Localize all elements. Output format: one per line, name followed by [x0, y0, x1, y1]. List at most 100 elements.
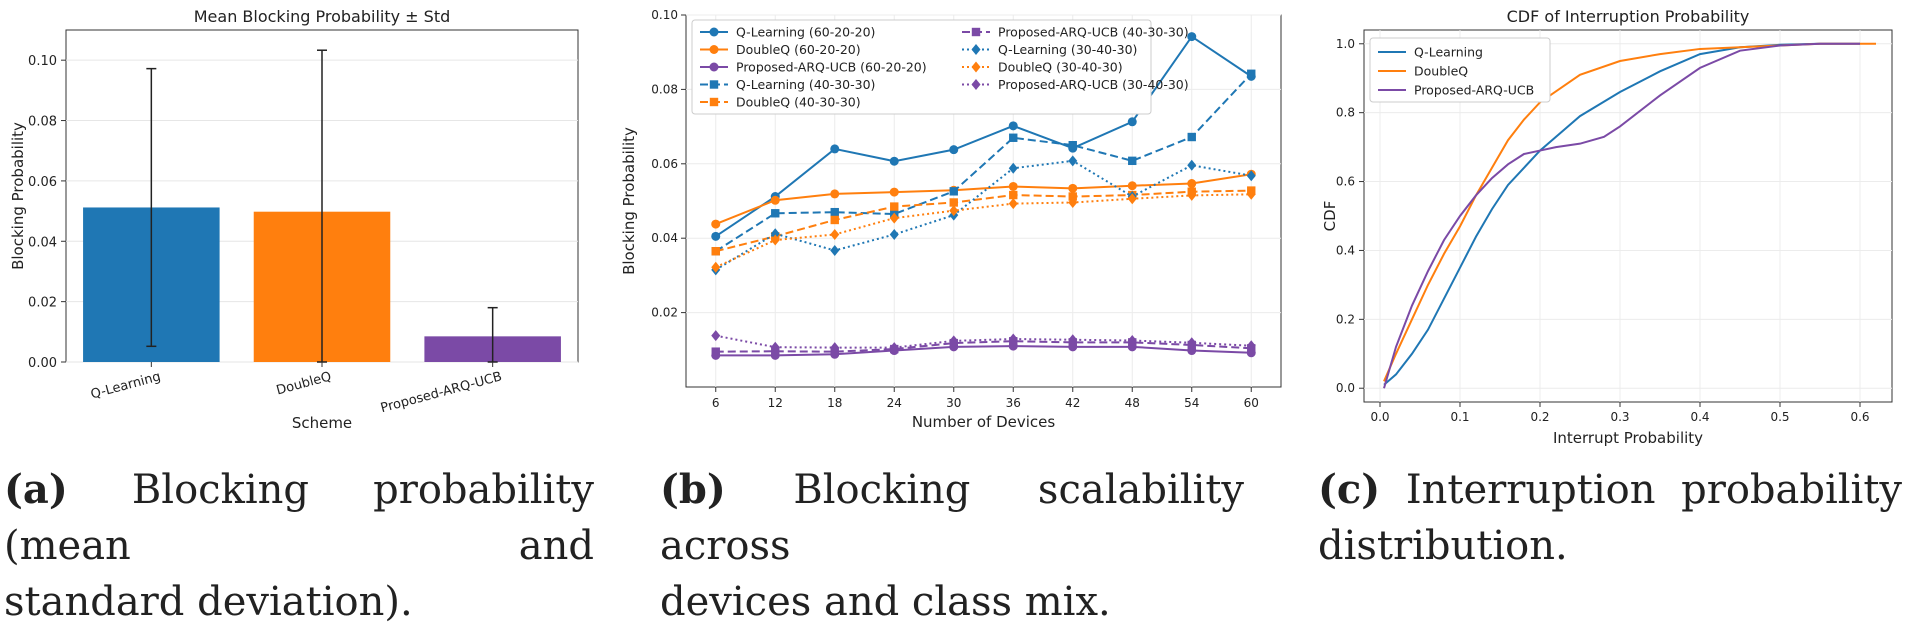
series-line: [715, 345, 1252, 357]
legend-entry: DoubleQ (40-30-30): [736, 95, 861, 110]
y-tick-label: 0.06: [28, 175, 57, 190]
data-point: [1008, 181, 1018, 191]
cdf-line: [1383, 42, 1860, 389]
x-tick-label: 0.5: [1770, 410, 1789, 424]
legend-swatch-marker: [971, 27, 981, 37]
x-tick-label: 48: [1125, 396, 1140, 410]
caption-b-line1: Blocking scalability across: [660, 467, 1244, 569]
data-point: [1068, 196, 1078, 208]
data-point: [1127, 117, 1137, 127]
data-point: [1068, 192, 1077, 201]
legend-swatch-marker: [709, 27, 719, 37]
y-tick-label: 0.04: [651, 231, 678, 245]
legend-swatch-marker: [709, 97, 719, 107]
series-line: [715, 340, 1252, 353]
data-point: [1187, 32, 1197, 42]
y-tick-label: 0.00: [28, 356, 57, 371]
data-point: [889, 156, 899, 166]
legend-swatch-marker: [709, 62, 719, 72]
legend: Q-Learning DoubleQ Proposed-ARQ-UCB: [1369, 37, 1551, 103]
caption-c-label: (c): [1318, 466, 1381, 513]
data-point: [949, 145, 959, 155]
data-point: [889, 342, 899, 354]
y-axis-label: Blocking Probability: [620, 127, 638, 275]
data-point: [889, 187, 899, 197]
x-tick-label: 0.0: [1370, 410, 1389, 424]
caption-b: (b) Blocking scalability across devices …: [660, 462, 1244, 630]
legend-entry: Q-Learning (40-30-30): [736, 77, 875, 92]
legend-entry: Q-Learning (30-40-30): [998, 42, 1137, 57]
data-point: [711, 330, 721, 342]
caption-a-label: (a): [4, 466, 68, 513]
data-point: [1127, 193, 1137, 205]
x-tick-label: 36: [1006, 396, 1021, 410]
series-line: [715, 35, 1252, 238]
data-point: [949, 198, 958, 207]
data-point: [1068, 141, 1077, 150]
y-axis-label: CDF: [1321, 201, 1339, 232]
data-point: [830, 189, 840, 199]
data-point: [711, 231, 721, 241]
x-tick-label: 0.2: [1530, 410, 1549, 424]
legend-entry: DoubleQ: [1414, 64, 1468, 79]
data-point: [1068, 155, 1078, 167]
x-tick-label: Q-Learning: [89, 369, 162, 402]
cdf-line: [1383, 42, 1876, 382]
data-point: [890, 202, 899, 211]
legend-swatch-marker: [971, 79, 981, 90]
y-tick-label: 0.6: [1336, 175, 1355, 189]
x-tick-label: 12: [768, 396, 783, 410]
legend-swatch-marker: [971, 44, 981, 55]
legend: Q-Learning (60-20-20) DoubleQ (60-20-20) P…: [691, 19, 1189, 115]
x-tick-label: DoubleQ: [275, 369, 333, 398]
chart-c-interruption-cdf: 0.0 0.1 0.2 0.3 0.4 0.5 0.6 0.0 0.2 0.4 0.6 0.8 1.0 Q…: [1321, 7, 1893, 447]
x-tick-label: Proposed-ARQ-UCB: [379, 369, 504, 416]
legend-swatch-marker: [709, 80, 719, 89]
y-tick-label: 0.06: [651, 157, 678, 171]
legend-swatch-marker: [709, 45, 719, 54]
chart-title: CDF of Interruption Probability: [1507, 7, 1750, 26]
caption-a: (a) Blocking probability (mean and stand…: [4, 462, 594, 630]
caption-b-label: (b): [660, 466, 726, 513]
y-tick-label: 0.0: [1336, 381, 1355, 395]
legend-entry: Proposed-ARQ-UCB (60-20-20): [736, 60, 927, 75]
legend-box: [691, 19, 1152, 115]
data-point: [711, 219, 721, 229]
legend-entry: Q-Learning (60-20-20): [736, 25, 875, 40]
data-point: [711, 261, 721, 273]
x-axis-label: Interrupt Probability: [1553, 429, 1703, 447]
data-point: [889, 212, 899, 224]
data-point: [1187, 179, 1197, 189]
data-point: [1008, 121, 1018, 131]
data-point: [949, 335, 959, 347]
figure-canvas: 0.000.020.040.060.080.10Q-Learning Double…: [9, 7, 1893, 447]
y-tick-label: 0.08: [651, 82, 678, 96]
data-point: [1009, 133, 1018, 142]
caption-c-line1: Interruption probability: [1405, 467, 1903, 513]
y-axis-label: Blocking Probability: [9, 122, 27, 270]
x-tick-label: 60: [1244, 396, 1259, 410]
data-point: [830, 215, 839, 225]
data-point: [949, 187, 958, 196]
data-point: [889, 228, 899, 240]
legend-box: [1369, 37, 1551, 103]
x-tick-label: 18: [827, 396, 842, 410]
legend-entry: Q-Learning: [1414, 45, 1483, 60]
x-tick-label: 0.6: [1850, 410, 1869, 424]
data-point: [770, 228, 780, 240]
data-point: [1008, 333, 1018, 345]
legend-entry: DoubleQ (60-20-20): [736, 42, 861, 57]
data-point: [770, 341, 780, 353]
x-tick-label: 30: [946, 396, 961, 410]
caption-a-line2: standard deviation).: [4, 579, 413, 625]
x-tick-label: 0.4: [1690, 410, 1709, 424]
series-line: [715, 193, 1252, 269]
data-point: [1187, 189, 1197, 201]
data-point: [1127, 181, 1137, 191]
series-line: [715, 159, 1252, 271]
x-tick-label: 54: [1184, 396, 1199, 410]
data-point: [1008, 162, 1018, 174]
data-point: [1068, 183, 1078, 193]
data-point: [1187, 159, 1197, 171]
data-point: [1128, 156, 1137, 166]
